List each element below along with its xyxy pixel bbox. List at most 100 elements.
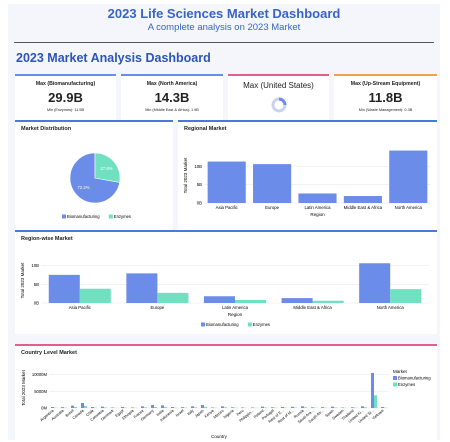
bar-biomanufacturing bbox=[111, 408, 114, 409]
y-axis-label: Total 2023 Market bbox=[21, 369, 26, 406]
x-tick-label: North America bbox=[395, 205, 423, 210]
bar-biomanufacturing bbox=[81, 403, 84, 408]
legend-swatch bbox=[393, 376, 397, 380]
bar-biomanufacturing bbox=[351, 407, 354, 408]
bar-biomanufacturing bbox=[181, 407, 184, 408]
bar-enzymes bbox=[164, 407, 167, 408]
bar-biomanufacturing bbox=[311, 407, 314, 408]
legend-label: Enzymes bbox=[114, 214, 131, 219]
y-tick-label: 5B bbox=[197, 182, 202, 187]
kpi-card-united-states: Max (United States) bbox=[228, 74, 329, 120]
bar-biomanufacturing bbox=[211, 408, 214, 409]
y-tick-label: 10B bbox=[31, 263, 39, 268]
page-title: 2023 Life Sciences Market Dashboard bbox=[8, 4, 440, 22]
header: 2023 Life Sciences Market Dashboard A co… bbox=[8, 4, 440, 42]
legend-label: Enzymes bbox=[253, 322, 270, 327]
bar-biomanufacturing bbox=[204, 296, 235, 303]
bar-biomanufacturing bbox=[381, 407, 384, 408]
x-axis-label: Region bbox=[228, 312, 243, 317]
x-tick-label: Nigeria bbox=[223, 408, 235, 419]
bar-biomanufacturing bbox=[321, 407, 324, 408]
x-tick-label: Europe bbox=[150, 305, 164, 310]
kpi-value: 11.8B bbox=[334, 90, 437, 105]
x-tick-label: Latin America bbox=[304, 205, 331, 210]
bar bbox=[298, 193, 336, 203]
bar-biomanufacturing bbox=[126, 273, 157, 303]
legend-label: Biomanufacturing bbox=[398, 376, 431, 381]
bar-enzymes bbox=[224, 407, 227, 408]
bar-enzymes bbox=[194, 407, 197, 408]
x-tick-label: Canada bbox=[72, 408, 85, 420]
bar-biomanufacturing bbox=[161, 405, 164, 408]
bar-biomanufacturing bbox=[271, 407, 274, 408]
x-tick-label: North America bbox=[377, 305, 405, 310]
bar-enzymes bbox=[304, 407, 307, 408]
bar-biomanufacturing bbox=[171, 407, 174, 408]
bar-biomanufacturing bbox=[341, 408, 344, 409]
y-tick-label: 0B bbox=[34, 301, 39, 306]
bar-enzymes bbox=[313, 301, 344, 303]
pie-value-label: 27.8% bbox=[100, 166, 112, 171]
bar-enzymes bbox=[374, 395, 377, 408]
bar-enzymes bbox=[104, 408, 107, 409]
bar-enzymes bbox=[334, 408, 337, 409]
bar-biomanufacturing bbox=[91, 407, 94, 408]
legend-label: Biomanufacturing bbox=[67, 214, 100, 219]
bar-biomanufacturing bbox=[331, 407, 334, 408]
x-axis-label: Country bbox=[211, 434, 228, 439]
bar bbox=[208, 162, 246, 203]
y-tick-label: 10000M bbox=[32, 372, 48, 377]
kpi-card-north-america: Max (North America) 14.3B Min (Middle Ea… bbox=[121, 74, 223, 120]
bar-biomanufacturing bbox=[51, 407, 54, 408]
y-tick-label: 5B bbox=[34, 282, 39, 287]
bar-biomanufacturing bbox=[282, 298, 313, 303]
bar-enzymes bbox=[74, 407, 77, 408]
y-tick-label: 0M bbox=[41, 406, 47, 411]
x-tick-label: Middle East & Africa bbox=[293, 305, 332, 310]
x-axis-label: Region bbox=[310, 212, 325, 217]
section-heading: 2023 Market Analysis Dashboard bbox=[16, 51, 211, 65]
y-tick-label: 5000M bbox=[34, 389, 47, 394]
y-tick-label: 10B bbox=[194, 164, 202, 169]
bar-biomanufacturing bbox=[61, 407, 64, 408]
bar bbox=[253, 164, 291, 203]
header-divider bbox=[14, 42, 434, 43]
legend-title: Market bbox=[393, 369, 408, 374]
x-tick-label: Ethiopia bbox=[122, 408, 136, 420]
legend-swatch bbox=[62, 215, 66, 219]
kpi-subtext: Min (Middle East & Africa): 1.9B bbox=[121, 108, 223, 112]
x-tick-label: Middle East & Africa bbox=[344, 205, 383, 210]
bar-biomanufacturing bbox=[359, 263, 390, 303]
bar-enzymes bbox=[154, 407, 157, 408]
x-tick-label: Japan bbox=[194, 409, 205, 419]
kpi-value: 14.3B bbox=[121, 90, 223, 105]
bar-enzymes bbox=[364, 407, 367, 408]
bar-biomanufacturing bbox=[261, 407, 264, 408]
kpi-label: Max (United States) bbox=[228, 81, 329, 90]
bar-enzymes bbox=[294, 408, 297, 409]
bar-biomanufacturing bbox=[251, 408, 254, 409]
bar-biomanufacturing bbox=[291, 407, 294, 408]
bar-biomanufacturing bbox=[301, 406, 304, 408]
bar-enzymes bbox=[390, 289, 421, 303]
bar-biomanufacturing bbox=[231, 407, 234, 408]
bar-biomanufacturing bbox=[121, 407, 124, 408]
page-subtitle: A complete analysis on 2023 Market bbox=[8, 22, 440, 34]
legend-swatch bbox=[248, 323, 252, 327]
legend-label: Enzymes bbox=[398, 382, 415, 387]
bar-biomanufacturing bbox=[141, 406, 144, 408]
y-tick-label: 0B bbox=[197, 201, 202, 206]
bar-biomanufacturing bbox=[71, 406, 74, 408]
bar-biomanufacturing bbox=[221, 406, 224, 408]
x-tick-label: Latin America bbox=[222, 305, 249, 310]
bar-biomanufacturing bbox=[281, 407, 284, 408]
legend-label: Biomanufacturing bbox=[206, 322, 239, 327]
bar-biomanufacturing bbox=[371, 373, 374, 408]
bar-enzymes bbox=[157, 293, 188, 303]
y-axis-label: Total 2023 Market bbox=[20, 262, 25, 299]
bar-enzymes bbox=[144, 407, 147, 408]
legend-swatch bbox=[393, 383, 397, 387]
